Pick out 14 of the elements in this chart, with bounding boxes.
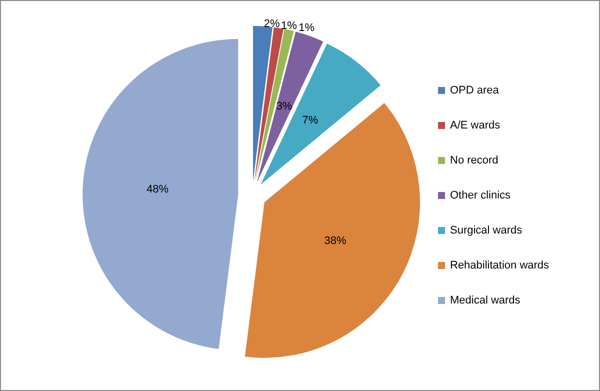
legend-label: Surgical wards — [450, 224, 523, 236]
legend-label: A/E wards — [450, 120, 501, 132]
legend-label: Medical wards — [450, 294, 521, 306]
legend-label: No record — [450, 154, 498, 166]
data-label: 7% — [302, 114, 318, 127]
legend-label: Rehabilitation wards — [450, 260, 550, 272]
data-label: 3% — [276, 100, 292, 112]
data-label: 2% — [264, 18, 280, 30]
legend-label: OPD area — [450, 84, 500, 96]
data-label: 48% — [146, 184, 169, 196]
data-label: 1% — [298, 22, 315, 34]
legend-label: Other clinics — [450, 190, 512, 202]
data-label: 1% — [281, 20, 298, 32]
data-label: 38% — [324, 235, 346, 248]
